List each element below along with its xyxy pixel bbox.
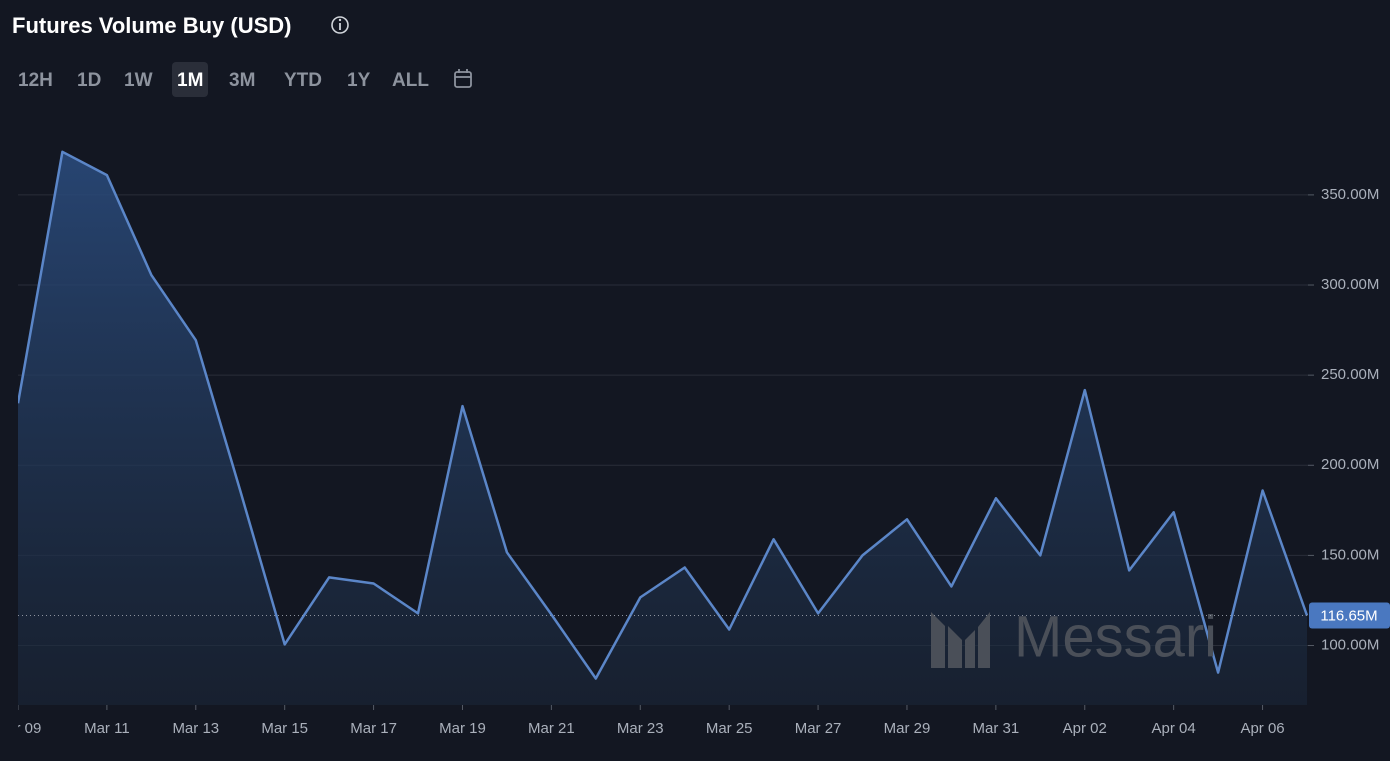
y-tick-label: 300.00M [1321,276,1379,293]
x-tick-label: Mar 09 [0,720,41,737]
range-button[interactable]: 1D [77,70,101,91]
x-tick-label: Mar 13 [172,720,219,737]
x-tick-label: Mar 27 [795,720,842,737]
current-value-label: 116.65M [1320,607,1377,624]
range-button[interactable]: 3M [229,70,255,91]
area [18,151,1307,706]
range-button[interactable]: 1W [124,70,153,91]
selected-range-bg [172,62,208,97]
range-button[interactable]: YTD [284,70,322,91]
info-icon[interactable] [331,16,349,34]
y-tick-label: 250.00M [1321,366,1379,383]
x-tick-label: Mar 15 [261,720,308,737]
y-tick-label: 200.00M [1321,456,1379,473]
range-button[interactable]: 1Y [347,70,371,91]
x-tick-label: Mar 23 [617,720,664,737]
x-tick-label: Mar 25 [706,720,753,737]
line [18,150,1308,680]
x-tick-label: Mar 19 [439,720,486,737]
axes: 100.00M 150.00M 200.00M 250.00M 300.00M 350.0… [1308,186,1379,653]
x-tick-label: Apr 04 [1152,720,1196,737]
range-button[interactable]: 1M [177,70,203,91]
x-tick-label: Mar 21 [528,720,575,737]
x-tick-label: Mar 17 [350,720,397,737]
x-tick-label: Mar 31 [973,720,1020,737]
calendar-icon[interactable] [454,69,472,88]
y-tick-label: 350.00M [1321,186,1379,203]
x-tick-label: Apr 02 [1063,720,1107,737]
x-tick-label: Mar 11 [84,720,130,737]
watermark-logo [931,612,990,668]
x-tick-label: Mar 29 [884,720,931,737]
y-tick-label: 100.00M [1321,636,1379,653]
watermark: Messari [1014,604,1217,669]
range-button[interactable]: 12H [18,70,53,91]
range-button[interactable]: ALL [392,70,429,91]
range-buttons: 12H 1D 1W 1M 3M YTD 1Y ALL [18,62,429,97]
y-tick-label: 150.00M [1321,546,1379,563]
current-value-badge [1309,602,1390,629]
chart-title: Futures Volume Buy (USD) [12,13,292,38]
x-tick-label: Apr 06 [1240,720,1284,737]
plot: Mar 09 Mar 11 Mar 13 Mar 15 Mar 17 Mar 19 Mar … [0,150,1308,737]
